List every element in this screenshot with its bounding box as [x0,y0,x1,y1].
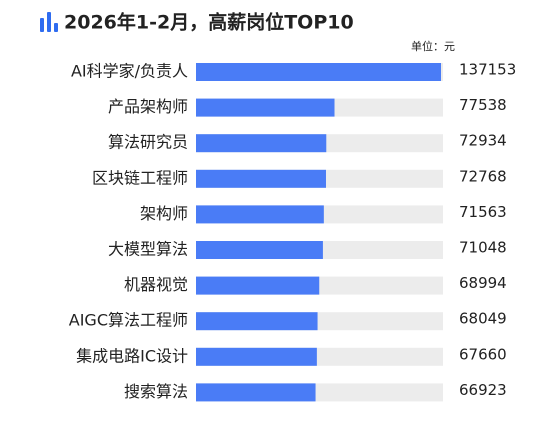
value-label: 71563 [459,203,507,221]
category-label: AIGC算法工程师 [69,311,188,330]
bar [196,205,324,224]
category-label: 产品架构师 [108,97,188,116]
value-label: 66923 [459,381,507,399]
value-label: 71048 [459,239,507,257]
value-label: 77538 [459,96,507,114]
category-label: 大模型算法 [108,240,188,259]
category-label: 算法研究员 [108,133,188,152]
bar [196,169,326,188]
value-label: 67660 [459,345,507,363]
category-label: 集成电路IC设计 [76,346,188,365]
category-label: 区块链工程师 [92,168,188,187]
unit-label: 单位：元 [411,39,455,53]
value-label: 72768 [459,167,507,185]
category-label: 搜索算法 [124,382,188,401]
bar [196,63,441,81]
title-icon [40,12,58,32]
bar [196,241,323,259]
value-label: 68994 [459,274,507,292]
chart-title: 2026年1-2月，高薪岗位TOP10 [64,11,354,34]
category-label: AI科学家/负责人 [71,62,188,81]
value-label: 137153 [459,61,516,79]
category-label: 机器视觉 [124,275,188,294]
value-label: 68049 [459,310,507,328]
bar [196,98,335,117]
bar [196,312,318,331]
value-label: 72934 [459,132,507,150]
bar [196,276,320,295]
bar [196,383,316,402]
bar [196,134,327,153]
category-label: 架构师 [140,204,188,223]
bar [196,347,317,366]
